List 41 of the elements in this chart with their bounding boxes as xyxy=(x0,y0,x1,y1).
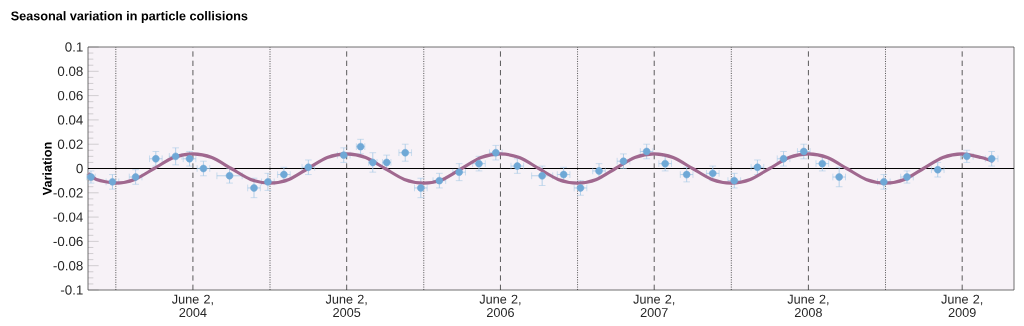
x-tick-label: June 2, 2009 xyxy=(941,294,983,318)
y-tick-label: 0.08 xyxy=(57,66,83,77)
x-tick-label: June 2, 2005 xyxy=(325,294,367,318)
y-tick-label: 0.06 xyxy=(57,90,83,101)
y-tick-label: 0.1 xyxy=(65,42,83,52)
point xyxy=(225,172,234,180)
point xyxy=(538,172,546,180)
point xyxy=(131,173,140,181)
x-tick-label: June 2, 2008 xyxy=(787,294,829,318)
y-tick-label: -0.1 xyxy=(60,285,83,295)
x-tick-label: June 2, 2006 xyxy=(479,294,521,318)
point xyxy=(108,178,117,186)
point xyxy=(185,155,194,163)
point xyxy=(199,164,208,173)
point xyxy=(642,147,651,156)
point xyxy=(682,170,691,179)
y-tick-label: 0 xyxy=(76,163,83,174)
point xyxy=(818,159,827,168)
y-tick-label: -0.04 xyxy=(53,212,83,222)
point xyxy=(475,159,483,168)
point xyxy=(709,169,717,178)
point xyxy=(779,155,788,163)
point xyxy=(800,147,808,156)
point xyxy=(559,170,568,179)
point xyxy=(435,176,444,185)
point xyxy=(280,170,288,179)
point xyxy=(730,176,738,185)
chart-title: Seasonal variation in particle collisions xyxy=(11,11,248,23)
x-tick-label: June 2, 2007 xyxy=(633,294,675,318)
point xyxy=(576,184,585,192)
point xyxy=(304,163,313,172)
x-tick-label: June 2, 2004 xyxy=(171,294,213,318)
y-tick-label: -0.06 xyxy=(53,236,83,247)
point xyxy=(753,163,762,172)
y-tick-label: 0.04 xyxy=(57,115,83,125)
y-tick-label: -0.08 xyxy=(53,260,83,271)
y-tick-label: -0.02 xyxy=(53,188,83,198)
point xyxy=(661,159,669,168)
y-tick-label: 0.02 xyxy=(57,139,83,149)
y-axis-title: Variation xyxy=(42,142,52,196)
point xyxy=(619,157,628,165)
